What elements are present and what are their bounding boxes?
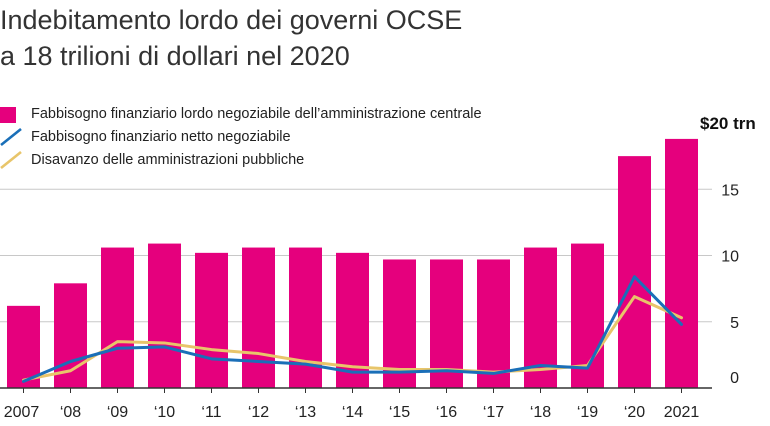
y-tick-label: 10 bbox=[721, 249, 739, 266]
x-tick-label: ‘11 bbox=[201, 404, 221, 421]
y-tick-label: 0 bbox=[730, 370, 739, 387]
legend-item-deficit: Disavanzo delle amministrazioni pubblich… bbox=[0, 149, 560, 172]
legend-swatch-deficit bbox=[0, 151, 22, 169]
series-line-net bbox=[22, 275, 683, 383]
x-tick-label: 2021 bbox=[664, 404, 700, 421]
x-tick-label: ‘15 bbox=[389, 404, 410, 421]
y-tick-label: 15 bbox=[721, 182, 739, 199]
y-tick-label: 5 bbox=[730, 315, 739, 332]
chart-title: Indebitamento lordo dei governi OCSE a 1… bbox=[0, 2, 560, 74]
x-tick-label: ‘13 bbox=[295, 404, 316, 421]
y-unit-label: $20 trn bbox=[700, 114, 756, 133]
bar bbox=[618, 156, 651, 388]
legend-swatch-gross bbox=[0, 107, 16, 123]
legend-label-net: Fabbisogno finanziario netto negoziabile bbox=[31, 129, 291, 145]
legend-swatch-net bbox=[0, 128, 22, 146]
x-tick-label: ‘09 bbox=[107, 404, 128, 421]
legend: Fabbisogno finanziario lordo negoziabile… bbox=[0, 103, 560, 172]
x-tick-label: ‘18 bbox=[530, 404, 551, 421]
legend-item-net: Fabbisogno finanziario netto negoziabile bbox=[0, 126, 560, 149]
x-tick-label: ‘16 bbox=[436, 404, 457, 421]
legend-label-gross: Fabbisogno finanziario lordo negoziabile… bbox=[31, 106, 482, 122]
x-tick-label: ‘10 bbox=[154, 404, 175, 421]
bar bbox=[195, 252, 228, 388]
bar bbox=[101, 247, 134, 388]
x-tick-label: ‘17 bbox=[483, 404, 504, 421]
bar bbox=[477, 259, 510, 388]
bar bbox=[665, 138, 698, 388]
bar bbox=[242, 247, 275, 388]
title-line-1: Indebitamento lordo dei governi OCSE bbox=[0, 5, 463, 35]
bar bbox=[7, 305, 40, 388]
title-line-2: a 18 trilioni di dollari nel 2020 bbox=[0, 41, 350, 71]
legend-label-deficit: Disavanzo delle amministrazioni pubblich… bbox=[31, 152, 305, 168]
x-tick-label: ‘20 bbox=[624, 404, 645, 421]
x-tick-label: ‘12 bbox=[248, 404, 269, 421]
x-tick-label: 2007 bbox=[4, 404, 40, 421]
bar bbox=[383, 259, 416, 388]
x-tick-label: ‘19 bbox=[577, 404, 598, 421]
x-tick-label: ‘08 bbox=[60, 404, 81, 421]
x-tick-label: ‘14 bbox=[342, 404, 363, 421]
bar bbox=[430, 259, 463, 388]
bar bbox=[148, 243, 181, 388]
legend-item-gross: Fabbisogno finanziario lordo negoziabile… bbox=[0, 103, 560, 126]
